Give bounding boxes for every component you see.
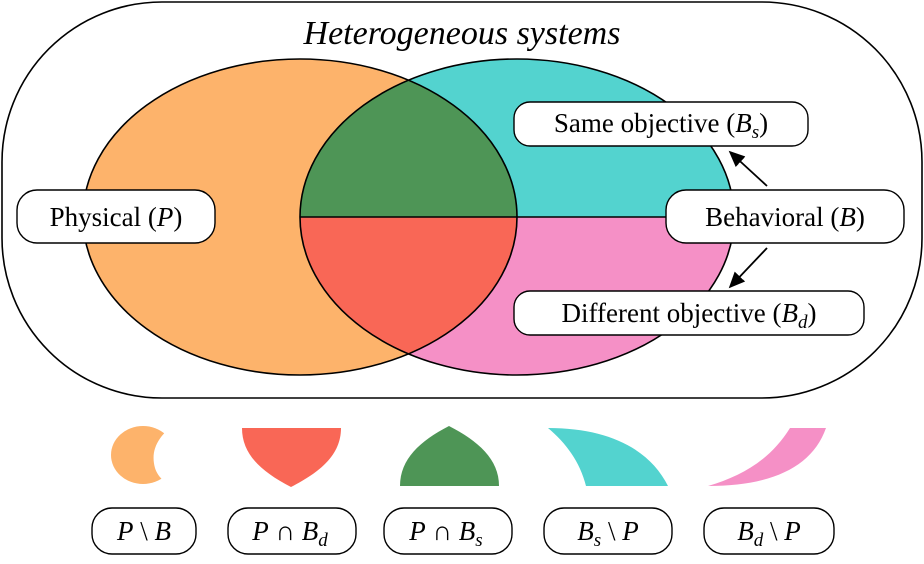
svg-text:Physical (P): Physical (P)	[50, 202, 183, 232]
diagram-title: Heterogeneous systems	[303, 15, 621, 52]
svg-text:Bs \ P: Bs \ P	[577, 516, 638, 551]
legend-swatch-intersection-different	[242, 428, 341, 487]
legend-label-p-cap-bs: P ∩ Bs	[383, 507, 513, 555]
intersection-different-region	[300, 217, 517, 375]
legend-label-p-cap-bd: P ∩ Bd	[227, 507, 357, 555]
svg-text:P ∩ Bs: P ∩ Bs	[408, 516, 482, 551]
physical-label: Physical (P)	[16, 189, 216, 244]
legend-swatch-same-only	[548, 428, 668, 486]
svg-text:Bd \ P: Bd \ P	[737, 516, 801, 551]
different-objective-label: Different objective (Bd)	[513, 290, 865, 336]
arrow-to-different-objective	[728, 247, 768, 289]
legend-swatch-different-only	[708, 428, 826, 486]
legend-swatch-physical-only-body	[111, 426, 175, 484]
legend-label-bd-minus-p: Bd \ P	[703, 507, 835, 555]
arrow-to-same-objective	[728, 150, 768, 187]
same-objective-label: Same objective (Bs)	[513, 101, 809, 147]
svg-text:Behavioral (B): Behavioral (B)	[705, 202, 865, 232]
svg-text:P ∩ Bd: P ∩ Bd	[251, 516, 328, 551]
svg-text:P \ B: P \ B	[116, 516, 171, 546]
svg-text:Same objective (Bs): Same objective (Bs)	[554, 108, 768, 143]
legend-swatch-intersection-same	[400, 426, 499, 486]
intersection-same-region	[300, 59, 517, 217]
behavioral-label: Behavioral (B)	[665, 189, 905, 244]
legend-label-p-minus-b: P \ B	[91, 507, 197, 555]
svg-text:Different objective (Bd): Different objective (Bd)	[562, 298, 817, 333]
legend-label-bs-minus-p: Bs \ P	[543, 507, 673, 555]
